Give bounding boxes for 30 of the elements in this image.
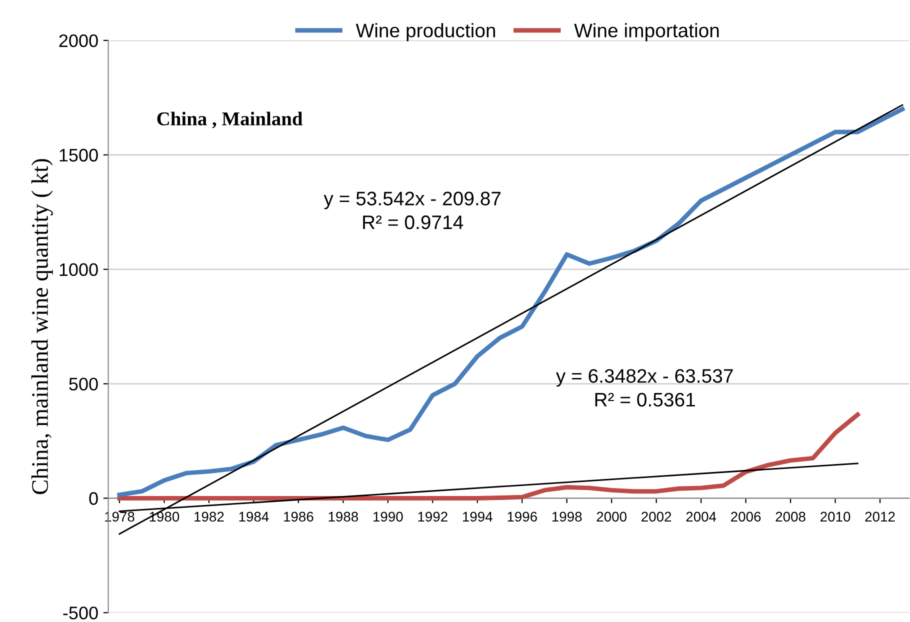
x-tick-label: 1996	[508, 512, 537, 522]
y-tick-label: -500	[63, 606, 98, 620]
x-tick-label: 1986	[284, 512, 314, 522]
x-tick-label: 2008	[776, 512, 806, 522]
x-tick-label: 2002	[642, 512, 672, 522]
y-tick-label: 2000	[59, 34, 98, 48]
annotation: y = 6.3482x - 63.537 R² = 0.5361	[556, 369, 733, 407]
legend-label: Wine production	[356, 23, 496, 42]
line-series	[117, 412, 860, 500]
x-tick-label: 1988	[328, 512, 358, 522]
x-tick-label: 1992	[418, 512, 448, 522]
y-tick-label: 500	[69, 378, 98, 390]
legend-label: Wine importation	[574, 23, 719, 42]
x-tick-label: 2006	[731, 512, 761, 522]
y-tick-label: 1000	[60, 263, 98, 276]
x-tick-label: 2000	[596, 512, 626, 522]
annotation: China , Mainland	[157, 112, 303, 128]
x-tick-label: 1980	[150, 512, 180, 522]
x-tick-label: 2010	[820, 512, 850, 522]
x-tick-label: 1984	[239, 512, 269, 522]
x-tick-label: 1998	[552, 512, 582, 522]
y-tick-label: 1500	[60, 148, 98, 162]
x-tick-label: 1982	[194, 512, 224, 522]
x-tick-label: 2012	[865, 512, 895, 522]
annotation: y = 53.542x - 209.87 R² = 0.9714	[324, 192, 501, 230]
x-tick-label: 1990	[374, 512, 403, 522]
x-tick-label: 1994	[462, 512, 492, 522]
y-tick-label: 0	[89, 492, 98, 505]
y-axis-title: China, mainland wine quantity ( kt)	[31, 159, 53, 494]
x-tick-label: 2004	[686, 512, 716, 522]
